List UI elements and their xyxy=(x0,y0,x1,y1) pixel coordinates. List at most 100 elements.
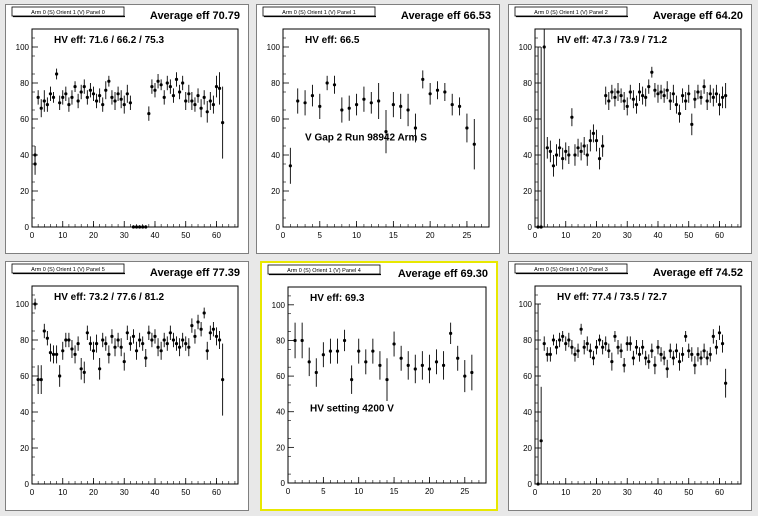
data-point xyxy=(199,327,203,331)
data-point xyxy=(613,95,617,99)
data-point xyxy=(61,349,65,353)
data-point xyxy=(607,99,611,103)
panel-3-plot[interactable]: Arm 0 (S) Orient 1 (V) Panel 3 Average ef… xyxy=(508,261,752,511)
data-point xyxy=(610,90,614,94)
data-point xyxy=(570,115,574,119)
data-point xyxy=(347,106,351,110)
y-tick-label: 20 xyxy=(523,444,532,453)
data-point xyxy=(711,334,715,338)
data-point xyxy=(42,329,46,333)
data-point xyxy=(153,334,157,338)
x-tick-label: 0 xyxy=(533,488,538,497)
data-point xyxy=(662,94,666,98)
data-point xyxy=(33,153,37,157)
data-point xyxy=(548,352,552,356)
data-point xyxy=(211,103,216,107)
x-tick-label: 60 xyxy=(715,488,724,497)
data-point xyxy=(122,103,126,107)
data-point xyxy=(321,353,325,357)
data-point xyxy=(82,85,86,89)
data-point xyxy=(171,94,176,98)
data-point xyxy=(708,92,712,96)
data-point xyxy=(406,363,410,367)
data-point xyxy=(39,378,43,382)
data-point xyxy=(674,349,679,353)
data-point xyxy=(591,356,596,360)
data-point xyxy=(73,352,77,356)
data-point xyxy=(98,94,102,98)
y-tick-label: 80 xyxy=(523,336,532,345)
title-box-text: Arm 0 (S) Orient 1 (V) Panel 5 xyxy=(31,267,105,273)
average-eff-label: Average eff 64.20 xyxy=(653,10,743,22)
data-point xyxy=(33,302,37,306)
data-point xyxy=(119,97,123,101)
data-point xyxy=(214,334,219,338)
data-point xyxy=(456,356,460,360)
data-point xyxy=(413,126,418,130)
data-point xyxy=(104,342,108,346)
data-point xyxy=(690,352,694,356)
panel-1-plot[interactable]: Arm 0 (S) Orient 1 (V) Panel 1 Average ef… xyxy=(256,4,500,254)
plot-frame xyxy=(534,285,742,485)
x-tick-label: 15 xyxy=(390,487,399,496)
panel-0-plot[interactable]: Arm 0 (S) Orient 1 (V) Panel 0 Average ef… xyxy=(5,4,249,254)
data-point xyxy=(208,331,212,335)
data-point xyxy=(684,99,688,103)
data-point xyxy=(364,360,368,364)
data-point xyxy=(391,103,395,107)
data-point xyxy=(585,342,589,346)
data-point xyxy=(588,139,592,143)
y-tick-label: 20 xyxy=(271,187,280,196)
x-tick-label: 30 xyxy=(623,231,632,240)
data-point xyxy=(85,331,89,335)
data-point xyxy=(668,99,672,103)
data-point xyxy=(36,95,40,99)
data-point xyxy=(141,342,145,346)
plot-frame xyxy=(534,28,742,228)
chart-svg: Arm 0 (S) Orient 1 (V) Panel 3 Average ef… xyxy=(514,263,743,497)
data-point xyxy=(64,92,68,96)
data-point xyxy=(542,45,546,49)
y-tick-label: 100 xyxy=(519,43,533,52)
data-point xyxy=(134,349,139,353)
chart-svg: Arm 0 (S) Orient 1 (V) Panel 2 Average ef… xyxy=(514,6,743,240)
data-point xyxy=(205,110,209,114)
data-point xyxy=(724,94,728,98)
data-point xyxy=(406,108,410,112)
data-point xyxy=(677,360,682,364)
data-point xyxy=(101,103,105,107)
data-point xyxy=(174,77,179,81)
x-tick-label: 10 xyxy=(561,488,570,497)
data-point xyxy=(193,103,197,107)
x-tick-label: 40 xyxy=(654,231,663,240)
x-tick-label: 10 xyxy=(354,487,363,496)
data-point xyxy=(557,146,562,150)
data-point xyxy=(591,131,596,135)
data-point xyxy=(76,99,80,103)
data-point xyxy=(597,338,602,342)
data-point xyxy=(625,342,629,346)
hv-eff-label: HV eff: 71.6 / 66.2 / 75.3 xyxy=(54,35,164,46)
data-point xyxy=(94,342,99,346)
data-point xyxy=(702,349,706,353)
panel-4-plot[interactable]: Arm 0 (S) Orient 1 (V) Panel 4 Average ef… xyxy=(260,261,498,511)
x-tick-label: 0 xyxy=(30,231,35,240)
y-tick-label: 20 xyxy=(20,187,29,196)
data-point xyxy=(564,149,568,153)
x-tick-label: 20 xyxy=(89,231,98,240)
data-point xyxy=(214,85,219,89)
data-point xyxy=(101,338,105,342)
x-tick-label: 0 xyxy=(286,487,291,496)
x-tick-label: 50 xyxy=(181,488,190,497)
data-point xyxy=(168,331,172,335)
data-point xyxy=(147,331,151,335)
data-point xyxy=(134,225,139,229)
data-point xyxy=(720,95,725,99)
data-point xyxy=(656,92,660,96)
x-tick-label: 0 xyxy=(281,231,286,240)
panel-5-plot[interactable]: Arm 0 (S) Orient 1 (V) Panel 5 Average ef… xyxy=(5,261,249,511)
data-point xyxy=(610,360,614,364)
data-point xyxy=(184,99,188,103)
panel-2-plot[interactable]: Arm 0 (S) Orient 1 (V) Panel 2 Average ef… xyxy=(508,4,752,254)
data-point xyxy=(104,88,108,92)
